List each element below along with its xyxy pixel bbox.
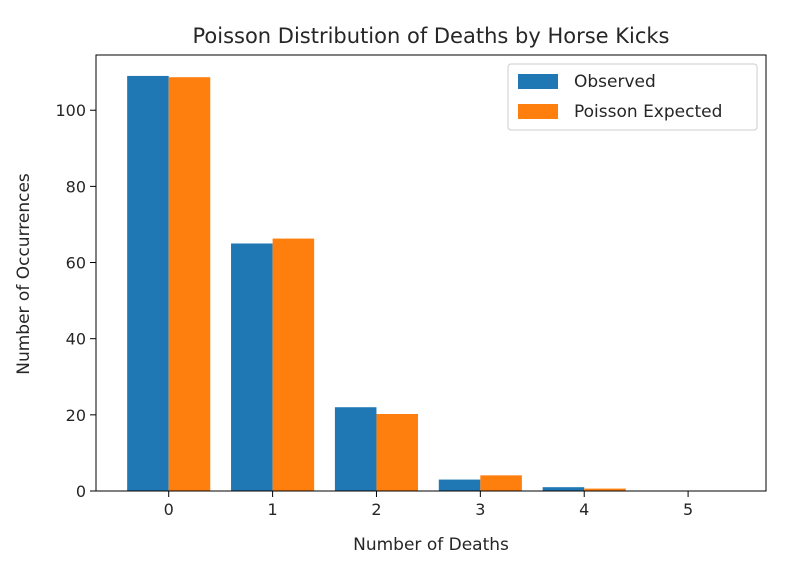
y-tick-label-20: 20 bbox=[66, 406, 86, 425]
x-tick-label-0: 0 bbox=[164, 500, 174, 519]
y-axis-title: Number of Occurrences bbox=[14, 173, 34, 375]
legend-label-poisson-expected: Poisson Expected bbox=[574, 102, 722, 122]
bar-observed-3 bbox=[438, 479, 481, 491]
x-tick-label-3: 3 bbox=[475, 500, 485, 519]
plot-frame bbox=[95, 54, 767, 492]
x-tick-label-4: 4 bbox=[579, 500, 589, 519]
bar-observed-4 bbox=[542, 487, 585, 491]
x-tick-label-5: 5 bbox=[683, 500, 693, 519]
bar-poisson-expected-0 bbox=[168, 77, 211, 491]
legend-box bbox=[507, 63, 758, 131]
bar-observed-0 bbox=[127, 75, 169, 491]
legend-swatch-observed bbox=[518, 74, 558, 89]
bar-poisson-expected-3 bbox=[480, 475, 522, 491]
bar-observed-1 bbox=[231, 243, 273, 491]
y-tick-label-100: 100 bbox=[55, 101, 86, 120]
y-axis-ticks: 0 20 40 60 80 100 bbox=[55, 101, 96, 501]
bar-poisson-expected-2 bbox=[376, 414, 419, 491]
bar-poisson-expected-1 bbox=[272, 238, 315, 491]
y-tick-label-40: 40 bbox=[66, 330, 86, 349]
legend-label-observed: Observed bbox=[574, 72, 656, 92]
y-tick-label-60: 60 bbox=[66, 254, 86, 273]
legend-swatch-poisson-expected bbox=[518, 104, 558, 119]
bars-group bbox=[127, 75, 730, 491]
bar-poisson-expected-4 bbox=[584, 488, 626, 491]
x-tick-label-1: 1 bbox=[267, 500, 277, 519]
legend: Observed Poisson Expected bbox=[507, 63, 758, 131]
x-axis-ticks: 0 1 2 3 4 5 bbox=[164, 491, 693, 519]
x-axis-title: Number of Deaths bbox=[353, 535, 509, 555]
bar-observed-2 bbox=[334, 407, 377, 491]
x-tick-label-2: 2 bbox=[371, 500, 381, 519]
y-tick-label-80: 80 bbox=[66, 177, 86, 196]
chart-title: Poisson Distribution of Deaths by Horse … bbox=[192, 24, 669, 48]
y-tick-label-0: 0 bbox=[76, 482, 86, 501]
